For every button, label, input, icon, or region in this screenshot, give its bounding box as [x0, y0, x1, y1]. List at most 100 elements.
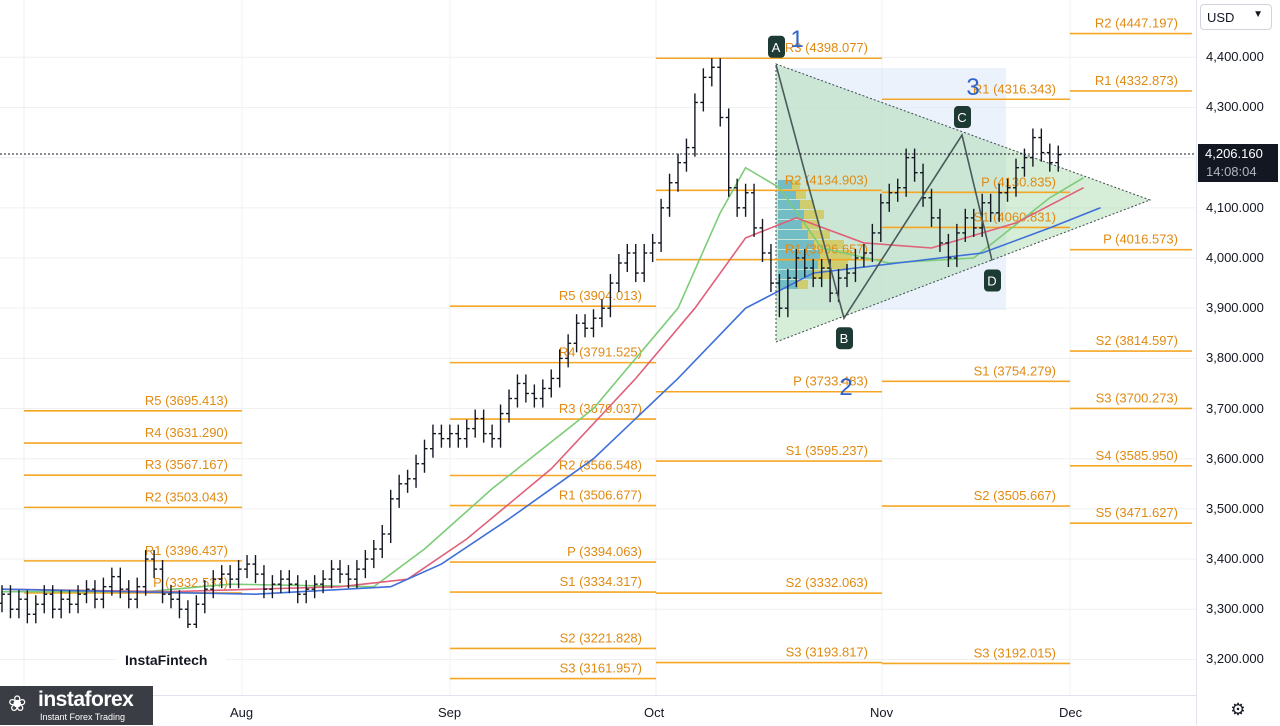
price-tick: 3,200.000: [1206, 651, 1264, 667]
volume-bar: [778, 190, 796, 199]
price-tick: 3,600.000: [1206, 450, 1264, 466]
triangle-pattern: [775, 63, 1152, 343]
wave-path: [775, 64, 993, 321]
pivot-label: S3 (3700.273): [1096, 390, 1178, 405]
currency-select[interactable]: USD ▼: [1200, 4, 1272, 30]
pivot-label: S5 (3471.627): [1096, 505, 1178, 520]
instafintech-watermark: InstaFintech: [116, 628, 226, 678]
time-tick: Oct: [644, 705, 665, 720]
price-tick: 3,500.000: [1206, 500, 1264, 516]
instaforex-logo: ❀ instaforex Instant Forex Trading: [0, 686, 153, 725]
volume-bar: [778, 210, 804, 219]
pivot-label: R2 (3566.548): [559, 458, 642, 473]
brand-name: instaforex: [38, 688, 134, 711]
gear-icon[interactable]: ⚙: [1230, 700, 1246, 719]
brand-tagline: Instant Forex Trading: [40, 712, 126, 722]
wave-point-label: C: [957, 110, 966, 125]
pivot-label: S1 (4060.831): [974, 209, 1056, 224]
pivot-label: R4 (3631.290): [145, 425, 228, 440]
price-tick: 4,000.000: [1206, 250, 1264, 265]
pivot-label: R3 (4398.077): [785, 40, 868, 55]
volume-bar: [818, 260, 848, 269]
volume-bar: [796, 190, 806, 199]
pivot-label: R2 (4447.197): [1095, 16, 1178, 31]
volume-bar: [778, 270, 812, 279]
wave-annotation: A B C D 1 2 3: [768, 26, 1001, 401]
wave-number: 1: [790, 26, 803, 53]
pivot-label: R1 (3396.437): [145, 543, 228, 558]
pivot-label: P (3394.063): [567, 544, 642, 559]
current-price: 4,206.160: [1205, 146, 1263, 161]
volume-bar: [778, 180, 792, 189]
time-axis[interactable]: [0, 695, 1196, 726]
pivot-label: R5 (3695.413): [145, 393, 228, 408]
price-tick: 3,300.000: [1206, 601, 1264, 617]
volume-bar: [798, 280, 808, 289]
bar-countdown: 14:08:04: [1206, 164, 1257, 179]
pivot-label: S1 (3595.237): [786, 443, 868, 458]
pivot-label: P (3733.483): [793, 374, 868, 389]
price-tick: 4,300.000: [1206, 99, 1264, 115]
pivot-label: S1 (3754.279): [974, 363, 1056, 378]
price-tick: 3,900.000: [1206, 300, 1264, 316]
pivot-label: R1 (4316.343): [973, 81, 1056, 96]
pivot-label: R2 (3503.043): [145, 489, 228, 504]
volume-bar: [792, 180, 800, 189]
pivot-label: P (4130.835): [981, 174, 1056, 189]
volume-bar: [814, 240, 844, 249]
pivot-label: R1 (4332.873): [1095, 73, 1178, 88]
volume-bar: [778, 200, 800, 209]
volume-bar: [808, 230, 830, 239]
wave-point-label: D: [987, 274, 996, 289]
moving-averages: [1, 166, 1101, 596]
pivot-label: S3 (3192.015): [974, 645, 1056, 660]
watermark-text: InstaFintech: [125, 652, 208, 668]
price-chart[interactable]: R2 (4447.197) R3 (4398.077) R1 (4316.343) R…: [0, 0, 1196, 695]
pivot-label: R3 (3567.167): [145, 457, 228, 472]
chevron-down-icon: ▼: [1253, 9, 1263, 20]
pivot-label: S2 (3221.828): [560, 630, 642, 645]
wave-point-marker: [954, 106, 971, 129]
volume-bar: [778, 230, 808, 239]
volume-bar: [802, 220, 820, 229]
time-tick: Nov: [870, 705, 894, 720]
pivot-label: R4 (3791.525): [559, 345, 642, 360]
wave-point-marker: [768, 35, 785, 58]
volume-bar: [800, 200, 814, 209]
volume-bar: [820, 250, 852, 259]
pivot-label: R3 (3679.037): [559, 401, 642, 416]
currency-label: USD: [1207, 10, 1235, 25]
volume-bar: [804, 210, 824, 219]
pivot-label: S2 (3332.063): [786, 575, 868, 590]
pivot-label: R1 (3506.677): [559, 488, 642, 503]
pivot-levels: R2 (4447.197) R3 (4398.077) R1 (4316.343) R…: [24, 16, 1192, 680]
wave-point-label: B: [840, 331, 849, 346]
wave-point-label: A: [772, 40, 781, 55]
volume-bar: [778, 220, 802, 229]
triangle-fill: [775, 63, 1152, 343]
volume-bar: [778, 250, 820, 259]
current-price-badge: 4,206.160 14:08:04: [1198, 144, 1278, 182]
moving-average-line: [1, 186, 1084, 593]
price-tick: 4,100.000: [1206, 199, 1264, 215]
logo-mark-icon: ❀: [8, 691, 27, 716]
pivot-label: S4 (3585.950): [1096, 448, 1178, 463]
pivot-label: R2 (4134.903): [785, 172, 868, 187]
wave-number: 2: [839, 374, 852, 401]
pivot-label: S3 (3161.957): [560, 661, 642, 676]
pivot-label: S1 (3334.317): [560, 574, 642, 589]
moving-average-line: [1, 207, 1101, 596]
pivot-label: P (4016.573): [1103, 232, 1178, 247]
price-axis[interactable]: [1196, 0, 1280, 725]
pivot-label: S3 (3193.817): [786, 645, 868, 660]
volume-bar: [778, 240, 814, 249]
wave-point-marker: [984, 269, 1001, 292]
price-tick: 3,400.000: [1206, 551, 1264, 567]
pivot-label: S2 (3505.667): [974, 488, 1056, 503]
time-tick: Sep: [438, 705, 462, 720]
ohlc-bars: [0, 58, 1062, 634]
moving-average-line: [2, 166, 1085, 593]
time-tick: Dec: [1059, 705, 1083, 720]
pivot-label: R5 (3904.013): [559, 288, 642, 303]
wave-number: 3: [966, 74, 979, 101]
